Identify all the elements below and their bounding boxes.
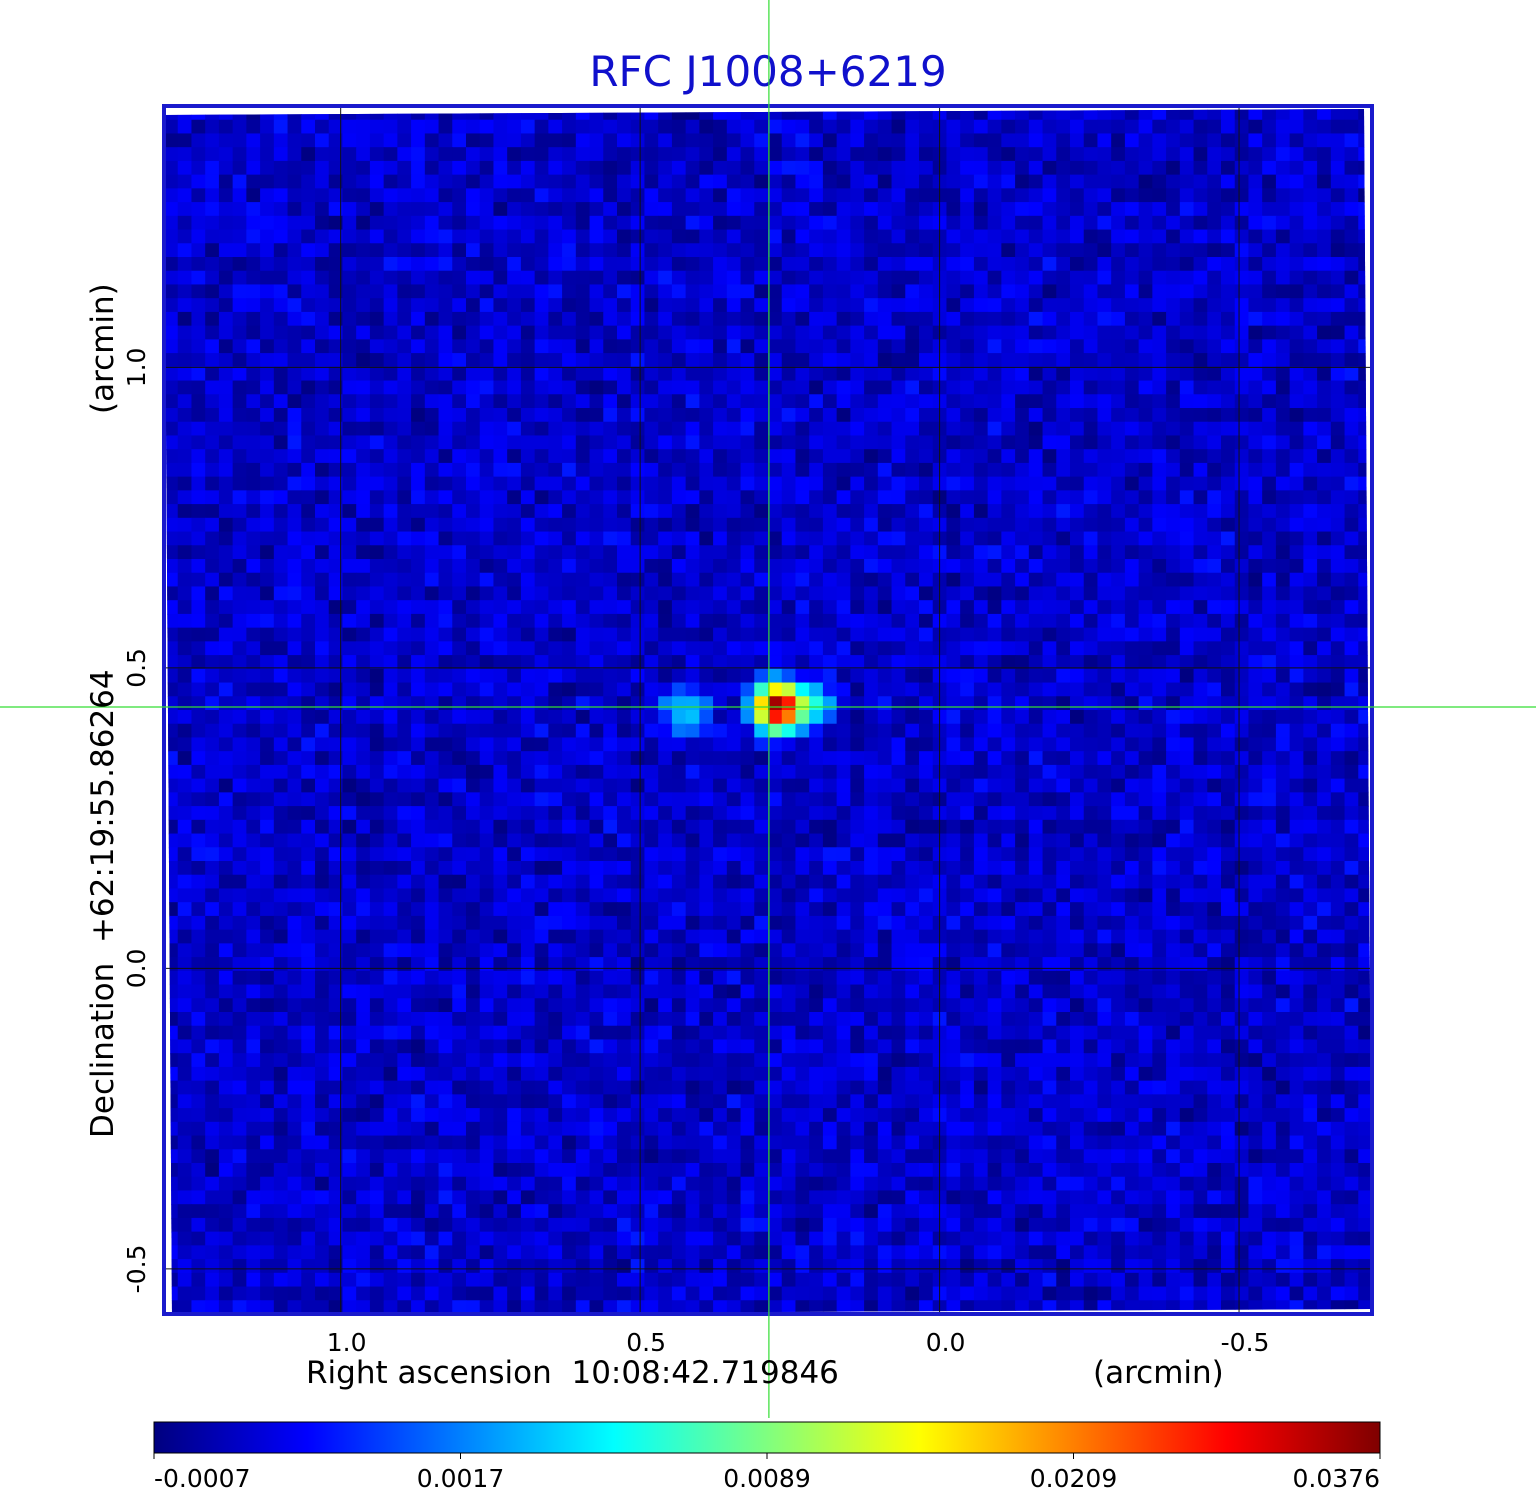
- x-tick-labels: 1.0 0.5 0.0 -0.5: [327, 1328, 1270, 1357]
- x-axis-label: Right ascension 10:08:42.719846: [306, 1355, 839, 1391]
- plot-frame: [162, 104, 1374, 1316]
- colorbar: [153, 1421, 1381, 1454]
- x-tick-label: 1.0: [327, 1328, 367, 1357]
- radio-image: [164, 109, 1372, 1315]
- chart-title: RFC J1008+6219: [589, 47, 946, 96]
- coordinate-grid: [164, 106, 1372, 1314]
- y-tick-label: 0.5: [122, 648, 151, 688]
- x-tick-label: 0.0: [926, 1328, 966, 1357]
- colorbar-tick-labels: -0.0007 0.0017 0.0089 0.0209 0.0376: [153, 1453, 1381, 1493]
- y-tick-label: 0.0: [122, 949, 151, 989]
- colorbar-tick-label: 0.0209: [1030, 1464, 1117, 1493]
- colorbar-tick-label: 0.0017: [417, 1464, 504, 1493]
- colorbar-tick-label: 0.0376: [1293, 1464, 1380, 1493]
- y-tick-label: -0.5: [122, 1245, 151, 1294]
- crosshair: [0, 0, 1536, 1418]
- x-axis-unit: (arcmin): [1093, 1355, 1224, 1391]
- y-axis-unit: (arcmin): [85, 283, 121, 414]
- colorbar-tick-label: -0.0007: [154, 1464, 251, 1493]
- y-tick-labels: 1.0 0.5 0.0 -0.5: [122, 348, 151, 1294]
- colorbar-tick-label: 0.0089: [723, 1464, 810, 1493]
- y-axis-label: Declination +62:19:55.86264: [85, 669, 121, 1138]
- y-tick-label: 1.0: [122, 348, 151, 388]
- x-tick-label: -0.5: [1221, 1328, 1270, 1357]
- x-tick-label: 0.5: [626, 1328, 666, 1357]
